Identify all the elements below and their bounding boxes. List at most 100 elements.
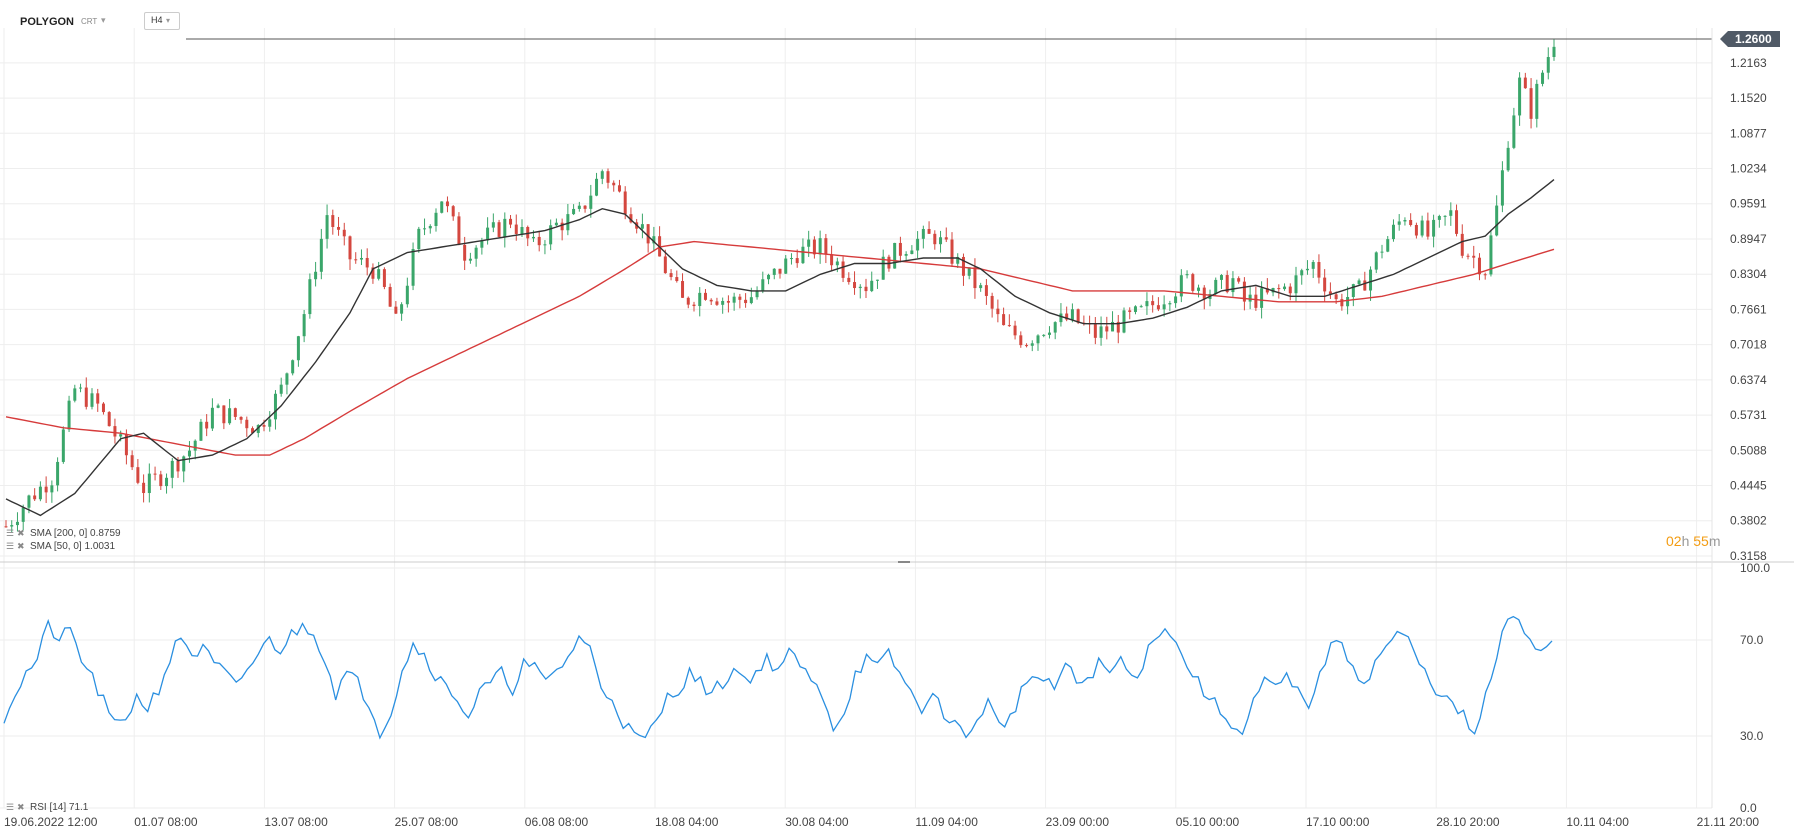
candle-up — [377, 269, 381, 279]
candle-up — [1449, 210, 1453, 216]
candle-up — [359, 257, 363, 260]
price-tick-label: 0.8304 — [1730, 267, 1767, 281]
candle-down — [251, 428, 255, 433]
close-icon[interactable]: ✖ — [17, 541, 25, 551]
candle-up — [411, 249, 415, 286]
candle-up — [1535, 83, 1539, 119]
candle-up — [1219, 275, 1223, 280]
candle-up — [268, 419, 272, 427]
time-tick-label: 06.08 08:00 — [525, 815, 589, 829]
candle-up — [640, 224, 644, 229]
candle-down — [1128, 310, 1132, 312]
candle-down — [1202, 287, 1206, 299]
chevron-down-icon[interactable]: ▾ — [101, 15, 106, 25]
candle-down — [394, 306, 398, 314]
candle-up — [273, 393, 277, 420]
candle-up — [1369, 269, 1373, 291]
candle-down — [933, 233, 937, 245]
candle-up — [1283, 286, 1287, 290]
rsi-legend-item[interactable]: ☰ ✖ RSI [14] 71.1 — [6, 802, 89, 813]
candle-down — [1460, 233, 1464, 256]
candle-up — [549, 225, 553, 245]
candle-down — [812, 239, 816, 255]
candle-up — [302, 314, 306, 337]
candle-down — [44, 486, 48, 493]
candle-down — [1105, 326, 1109, 332]
menu-icon[interactable]: ☰ — [6, 802, 14, 812]
sma-legend-item[interactable]: ☰ ✖ SMA [50, 0] 1.0031 — [6, 541, 115, 552]
candle-down — [1288, 286, 1292, 294]
timeframe-label: H4 — [151, 15, 163, 25]
candle-up — [1294, 275, 1298, 294]
candle-up — [652, 236, 656, 244]
candle-up — [967, 267, 971, 276]
candle-up — [870, 280, 874, 292]
candle-down — [113, 426, 117, 437]
grid — [0, 28, 1712, 809]
candle-up — [772, 268, 776, 275]
candle-down — [686, 297, 690, 305]
candle-down — [1065, 313, 1069, 320]
close-icon[interactable]: ✖ — [17, 528, 25, 538]
candle-up — [1111, 321, 1115, 332]
candle-up — [10, 525, 14, 527]
chevron-down-icon: ▾ — [166, 16, 171, 25]
candle-down — [1225, 275, 1229, 293]
candle-down — [1025, 345, 1029, 347]
sma-legend-item[interactable]: ☰ ✖ SMA [200, 0] 0.8759 — [6, 528, 121, 539]
candle-down — [101, 403, 105, 413]
candle-down — [445, 201, 449, 207]
candle-down — [1076, 309, 1080, 323]
close-icon[interactable]: ✖ — [17, 802, 25, 812]
candle-down — [1477, 257, 1481, 275]
timeframe-select[interactable]: H4 ▾ — [144, 12, 180, 30]
candle-down — [497, 222, 501, 237]
candle-up — [858, 286, 862, 289]
candle-up — [698, 292, 702, 307]
axes: 1.2163 1.1520 1.0877 1.0234 0.9591 0.8947 0.83… — [0, 28, 1794, 829]
candle-up — [503, 218, 507, 237]
symbol-label[interactable]: POLYGON — [20, 16, 74, 28]
menu-icon[interactable]: ☰ — [6, 528, 14, 538]
candle-up — [199, 421, 203, 441]
price-tick-label: 0.3158 — [1730, 549, 1767, 563]
candle-up — [784, 258, 788, 274]
candle-up — [147, 473, 151, 494]
candle-up — [428, 226, 432, 229]
candle-up — [73, 388, 77, 401]
candle-down — [371, 267, 375, 279]
candle-down — [205, 421, 209, 429]
candle-down — [824, 238, 828, 255]
candle-down — [136, 467, 140, 483]
candle-down — [4, 526, 8, 528]
candle-up — [789, 258, 793, 260]
candle-up — [319, 238, 323, 272]
countdown-h: h — [1681, 533, 1690, 549]
exchange-label[interactable]: CRT — [81, 17, 98, 26]
candle-up — [835, 261, 839, 266]
candle-up — [916, 238, 920, 251]
pane-resize-handle[interactable] — [898, 561, 910, 563]
candle-up — [400, 304, 404, 314]
candle-up — [1179, 275, 1183, 297]
candle-up — [732, 296, 736, 303]
time-tick-label: 01.07 08:00 — [134, 815, 198, 829]
menu-icon[interactable]: ☰ — [6, 541, 14, 551]
candle-down — [509, 218, 513, 225]
candle-down — [1483, 274, 1487, 276]
candle-up — [434, 212, 438, 227]
candle-up — [979, 285, 983, 289]
candle-down — [1237, 278, 1241, 282]
candle-up — [1214, 279, 1218, 294]
candle-up — [767, 274, 771, 280]
rsi-tick-label: 70.0 — [1740, 633, 1764, 647]
price-tick-label: 0.5088 — [1730, 443, 1767, 457]
candle-down — [176, 460, 180, 472]
candle-up — [405, 285, 409, 305]
candle-down — [646, 224, 650, 244]
candle-down — [617, 185, 621, 192]
candle-up — [1512, 115, 1516, 148]
candle-down — [457, 216, 461, 245]
